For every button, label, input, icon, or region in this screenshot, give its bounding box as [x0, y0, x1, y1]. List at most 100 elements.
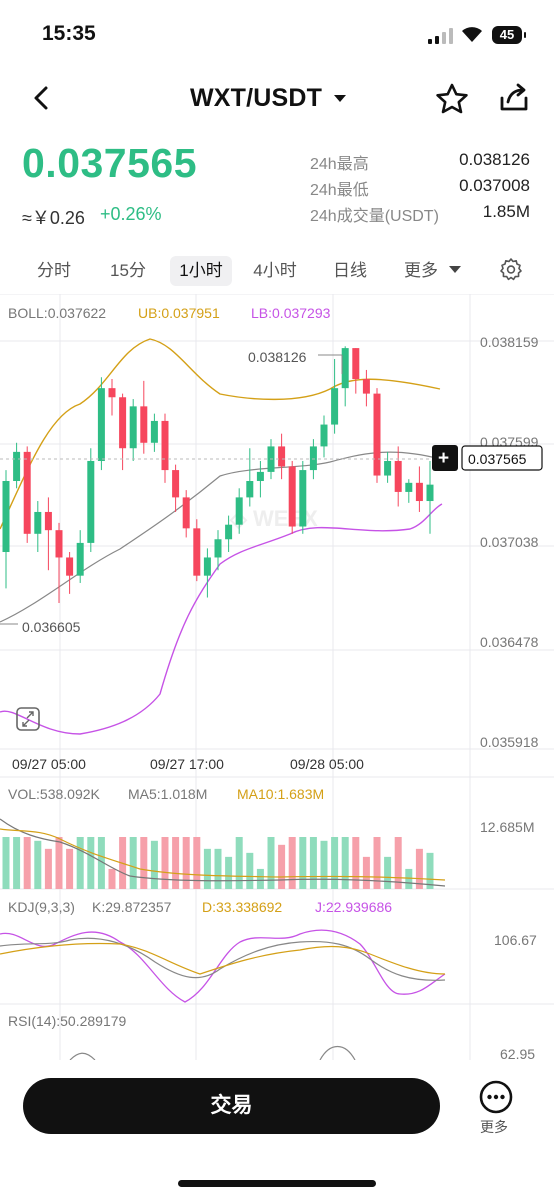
- boll-upper-line: [0, 338, 441, 530]
- candle-body: [140, 406, 148, 443]
- candle-body: [214, 539, 222, 558]
- volume-bar: [309, 837, 317, 889]
- volume-bar: [352, 837, 360, 889]
- volume-bar: [76, 837, 84, 889]
- candle-body: [76, 542, 84, 576]
- candlestick-series: [2, 346, 434, 603]
- volume-24h-value: 1.85M: [482, 202, 530, 221]
- last-price: 0.037565: [22, 140, 198, 186]
- candle-body: [415, 482, 423, 502]
- tab-more[interactable]: 更多: [404, 261, 438, 280]
- volume-bar: [140, 837, 148, 889]
- volume-24h-label: 24h成交量(USDT): [310, 208, 439, 225]
- volume-bar: [426, 852, 434, 889]
- vol-ma10-line: [0, 828, 446, 881]
- y-tick-5: 0.035918: [480, 734, 539, 750]
- volume-bar: [320, 840, 328, 889]
- pair-dropdown-caret-icon[interactable]: [334, 95, 346, 102]
- volume-bar: [129, 837, 137, 889]
- volume-bar: [415, 848, 423, 889]
- volume-bar: [288, 837, 296, 889]
- candle-body: [203, 557, 211, 576]
- candle-body: [182, 497, 190, 529]
- kline-chart[interactable]: ◇ WEEX 0.038126 0.036605 BOLL:0.037622 U…: [0, 294, 554, 1060]
- more-options-label[interactable]: 更多: [480, 1119, 508, 1135]
- volume-bar: [13, 837, 21, 889]
- volume-bar: [23, 837, 31, 889]
- volume-bar: [2, 837, 10, 889]
- volume-bar: [108, 868, 116, 889]
- tab-1hour[interactable]: 1小时: [170, 256, 232, 286]
- volume-bar: [235, 837, 243, 889]
- candle-body: [373, 393, 381, 476]
- tab-4hour[interactable]: 4小时: [253, 261, 297, 280]
- vol-max-tick: 12.685M: [480, 819, 534, 835]
- candle-body: [172, 470, 180, 498]
- tab-daily[interactable]: 日线: [333, 261, 367, 280]
- volume-bar: [341, 837, 349, 889]
- share-icon[interactable]: [496, 80, 532, 116]
- volume-bar: [203, 848, 211, 889]
- volume-bar: [34, 840, 42, 889]
- volume-bar: [384, 856, 392, 889]
- rsi-tick: 62.95: [500, 1046, 535, 1060]
- crosshair-plus-button[interactable]: [432, 445, 458, 471]
- back-arrow-icon[interactable]: [28, 84, 56, 112]
- candle-body: [278, 446, 286, 467]
- x-tick-2: 09/27 17:00: [150, 756, 224, 772]
- boll-lower-line: [0, 503, 443, 735]
- volume-bar: [394, 837, 402, 889]
- candle-body: [34, 511, 42, 534]
- volume-bar: [256, 868, 264, 889]
- boll-lb-legend: LB:0.037293: [251, 305, 331, 321]
- candle-body: [426, 484, 434, 502]
- candle-body: [384, 460, 392, 476]
- chart-settings-gear-icon[interactable]: [499, 257, 523, 281]
- pair-title[interactable]: WXT/USDT: [190, 84, 323, 112]
- volume-bar: [97, 837, 105, 889]
- crosshair-plus-icon[interactable]: +: [438, 448, 449, 469]
- candle-body: [309, 446, 317, 471]
- volume-bar: [278, 844, 286, 889]
- volume-bar: [55, 837, 63, 889]
- more-options-icon[interactable]: [479, 1080, 513, 1114]
- candle-body: [256, 471, 264, 482]
- volume-bar: [267, 837, 275, 889]
- kdj-d-legend: D:33.338692: [202, 899, 282, 915]
- boll-ub-legend: UB:0.037951: [138, 305, 220, 321]
- candle-body: [97, 388, 105, 461]
- boll-legend: BOLL:0.037622: [8, 305, 106, 321]
- volume-bar: [299, 837, 307, 889]
- low-24h-value: 0.037008: [459, 176, 530, 195]
- candle-body: [225, 524, 233, 540]
- rsi-legend: RSI(14):50.289179: [8, 1013, 127, 1029]
- volume-bar: [362, 856, 370, 889]
- favorite-star-icon[interactable]: [434, 82, 470, 116]
- fullscreen-icon[interactable]: [16, 707, 40, 731]
- volume-bar: [331, 837, 339, 889]
- tab-15min[interactable]: 15分: [110, 261, 146, 280]
- low-24h-label: 24h最低: [310, 182, 369, 199]
- tab-timeline[interactable]: 分时: [37, 261, 71, 280]
- candle-body: [288, 466, 296, 527]
- vol-legend: VOL:538.092K: [8, 786, 101, 802]
- kdj-d-line: [0, 942, 446, 975]
- candle-body: [394, 460, 402, 492]
- tab-more-caret-icon[interactable]: [449, 266, 461, 273]
- candle-body: [87, 460, 95, 543]
- last-price-tag-box: [461, 445, 543, 471]
- kdj-k-legend: K:29.872357: [92, 899, 172, 915]
- volume-bar: [193, 837, 201, 889]
- volume-bar: [373, 837, 381, 889]
- home-indicator: [178, 1180, 376, 1187]
- trade-button[interactable]: 交易: [23, 1078, 440, 1134]
- high-marker-label: 0.038126: [248, 349, 307, 365]
- candle-body: [55, 530, 63, 558]
- vol-ma5-line: [0, 818, 446, 887]
- candle-body: [23, 451, 31, 534]
- high-24h-value: 0.038126: [459, 150, 530, 169]
- kdj-legend: KDJ(9,3,3): [8, 899, 75, 915]
- volume-bar: [44, 848, 52, 889]
- candle-body: [129, 406, 137, 449]
- battery-icon: 45: [492, 26, 526, 44]
